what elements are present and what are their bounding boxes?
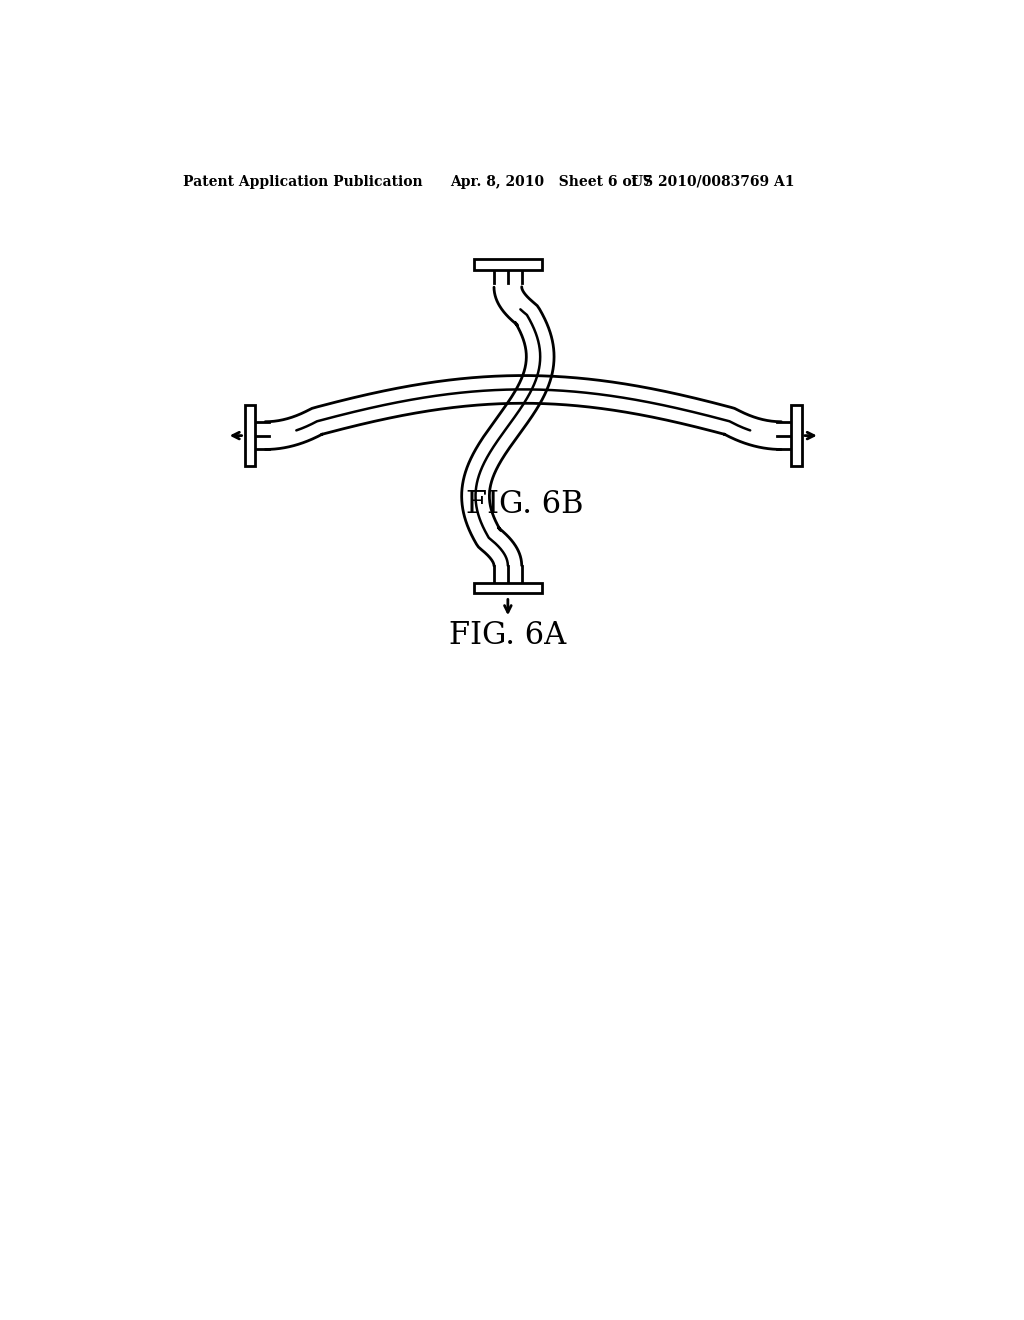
Bar — [474, 582, 542, 594]
Text: FIG. 6B: FIG. 6B — [466, 490, 584, 520]
Text: FIG. 6A: FIG. 6A — [450, 620, 566, 651]
Text: US 2010/0083769 A1: US 2010/0083769 A1 — [631, 174, 795, 189]
Bar — [792, 405, 802, 466]
Text: Apr. 8, 2010   Sheet 6 of 7: Apr. 8, 2010 Sheet 6 of 7 — [451, 174, 652, 189]
Bar — [474, 259, 542, 271]
Text: Patent Application Publication: Patent Application Publication — [183, 174, 423, 189]
Bar — [245, 405, 255, 466]
